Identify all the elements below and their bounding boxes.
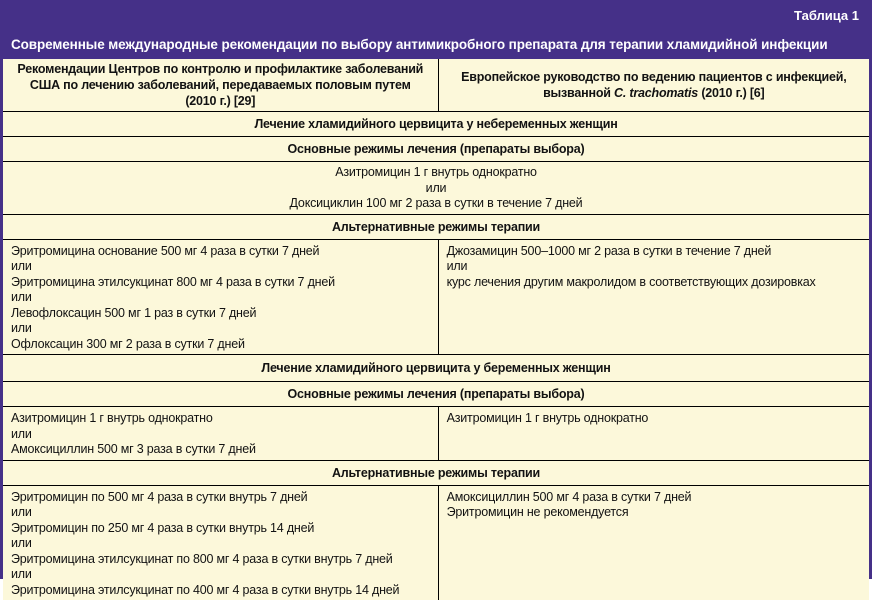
alternative-regimens-row-1: Эритромицина основание 500 мг 4 раза в с… <box>3 239 869 355</box>
alternative-regimens-row-2: Эритромицин по 500 мг 4 раза в сутки вну… <box>3 485 869 600</box>
column-header-cdc: Рекомендации Центров по контролю и профи… <box>3 59 439 111</box>
alternative-regimens-label-1: Альтернативные режимы терапии <box>3 215 869 239</box>
section-heading-nonpregnant-row: Лечение хламидийного цервицита у неберем… <box>3 111 869 136</box>
table-title: Современные международные рекомендации п… <box>3 37 869 59</box>
table-number-label: Таблица 1 <box>3 0 869 23</box>
alternative-european-cell-1: Джозамицин 500–1000 мг 2 раза в сутки в … <box>439 240 869 355</box>
table-figure: Таблица 1 Современные международные реко… <box>0 0 872 579</box>
section-heading-nonpregnant: Лечение хламидийного цервицита у неберем… <box>3 112 869 136</box>
alternative-cdc-cell-2: Эритромицин по 500 мг 4 раза в сутки вну… <box>3 486 439 600</box>
banner: Таблица 1 Современные международные реко… <box>3 0 869 59</box>
column-header-european-text: Европейское руководство по ведению пацие… <box>449 69 859 101</box>
recommendations-table: Рекомендации Центров по контролю и профи… <box>3 59 869 600</box>
section-heading-pregnant: Лечение хламидийного цервицита у беремен… <box>3 355 869 381</box>
column-header-european: Европейское руководство по ведению пацие… <box>439 59 869 111</box>
alternative-regimens-label-row-1: Альтернативные режимы терапии <box>3 214 869 239</box>
alternative-cdc-cell-1: Эритромицина основание 500 мг 4 раза в с… <box>3 240 439 355</box>
primary-european-cell-2: Азитромицин 1 г внутрь однократно <box>439 407 869 460</box>
alternative-regimens-label-row-2: Альтернативные режимы терапии <box>3 460 869 485</box>
alternative-european-cell-2: Амоксициллин 500 мг 4 раза в сутки 7 дне… <box>439 486 869 600</box>
primary-regimens-label-row-1: Основные режимы лечения (препараты выбор… <box>3 136 869 161</box>
pathogen-name-italic: C. trachomatis <box>614 86 698 100</box>
primary-regimens-label-2: Основные режимы лечения (препараты выбор… <box>3 382 869 406</box>
alternative-regimens-label-2: Альтернативные режимы терапии <box>3 461 869 485</box>
section-heading-pregnant-row: Лечение хламидийного цервицита у беремен… <box>3 354 869 381</box>
primary-regimens-label-row-2: Основные режимы лечения (препараты выбор… <box>3 381 869 406</box>
primary-regimens-label-1: Основные режимы лечения (препараты выбор… <box>3 137 869 161</box>
column-header-row: Рекомендации Центров по контролю и профи… <box>3 59 869 111</box>
